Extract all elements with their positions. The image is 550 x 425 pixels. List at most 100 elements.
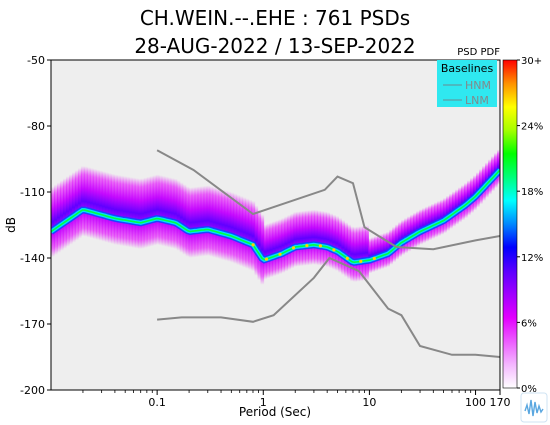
baseline-curves xyxy=(156,149,500,358)
x-tick-label: 10 xyxy=(362,396,376,409)
psd-density-strip xyxy=(254,205,259,276)
psd-density-strip xyxy=(194,186,199,258)
psd-density-strip xyxy=(53,184,58,255)
psd-density-strip xyxy=(332,214,336,270)
colorbar-tick-label: 24% xyxy=(521,122,543,133)
psd-density-strip xyxy=(224,190,229,261)
psd-density-strip xyxy=(203,185,208,257)
psd-density-strip xyxy=(137,178,142,249)
psd-density-strip xyxy=(122,176,127,247)
psd-peak-mark xyxy=(332,248,336,252)
psd-density-strip xyxy=(98,170,103,241)
psd-density-strip xyxy=(62,178,67,249)
psd-density-strip xyxy=(233,193,238,264)
psd-density-strip xyxy=(293,211,298,267)
plot-frame xyxy=(50,59,501,391)
psd-density-strip xyxy=(146,176,151,248)
psd-density-strip xyxy=(365,225,369,281)
psd-density-strip xyxy=(404,218,408,254)
psd-density-strip xyxy=(329,213,333,269)
psd-density-strip xyxy=(434,202,438,238)
psd-density-strip xyxy=(263,224,268,280)
psd-density-strip xyxy=(296,211,301,267)
psd-density-strip xyxy=(164,176,169,247)
psd-density-strip xyxy=(371,237,375,273)
legend-entry-lnm: LNM xyxy=(465,94,489,107)
baselines-legend: Baselines HNM LNM xyxy=(437,60,497,107)
psd-density-strip xyxy=(227,191,232,262)
psd-density-strip xyxy=(431,203,435,239)
psd-density-strip xyxy=(275,220,280,276)
psd-density-strip xyxy=(119,175,124,246)
psd-density-strip xyxy=(425,206,429,242)
psd-density-strip xyxy=(368,238,372,274)
psd-density-strip xyxy=(347,224,351,280)
psd-density-strip xyxy=(440,199,444,235)
psd-density-strip xyxy=(272,221,277,277)
psd-density-strip xyxy=(68,174,73,245)
psd-density-strip xyxy=(89,167,94,239)
psd-density-strip xyxy=(86,167,91,238)
psd-density-strip xyxy=(134,178,139,249)
x-axis-label: Period (Sec) xyxy=(239,405,311,419)
psd-density-strip xyxy=(158,175,163,246)
colorbar-tick-label: 0% xyxy=(521,384,537,395)
legend-title: Baselines xyxy=(441,62,494,75)
y-tick-label: -140 xyxy=(20,252,45,265)
colorbar-title: PSD PDF xyxy=(457,47,500,58)
x-axis: 0.1 1 10 100 170 xyxy=(82,390,511,409)
psd-density-strip xyxy=(56,182,61,253)
psd-density-strip xyxy=(407,216,411,252)
psd-density-strip xyxy=(176,180,181,251)
legend-entry-hnm: HNM xyxy=(465,79,491,92)
psd-density-strip xyxy=(113,174,118,245)
psd-density-strip xyxy=(410,214,414,250)
psd-density-strip xyxy=(290,213,295,269)
psd-density-strip xyxy=(278,219,283,275)
psd-density-strip xyxy=(221,189,226,261)
psd-density-strip xyxy=(248,199,253,271)
psd-density-strip xyxy=(185,186,190,257)
y-tick-label: -50 xyxy=(27,54,45,67)
psd-density-strip xyxy=(419,209,423,245)
psd-density-strip xyxy=(338,217,342,273)
psd-density-strip xyxy=(83,166,88,237)
psd-density-strip xyxy=(353,226,357,282)
psd-density-strip xyxy=(212,187,217,258)
psd-density-strip xyxy=(140,178,145,249)
psd-density-strip xyxy=(230,192,235,263)
colorbar-ticks: 0% 6% 12% 18% 24% 30+ xyxy=(517,56,543,395)
psd-density-strip xyxy=(209,186,214,257)
colorbar-tick-label: 18% xyxy=(521,187,543,198)
psd-density-strip xyxy=(110,173,115,245)
psd-density-strip xyxy=(125,176,130,247)
psd-peak-mark xyxy=(372,256,376,261)
psd-density-strip xyxy=(401,219,405,255)
psd-density-strip xyxy=(413,212,417,248)
psd-density-strip xyxy=(149,175,154,247)
colorbar-tick-label: 6% xyxy=(521,318,537,329)
psd-density-strip xyxy=(257,209,262,281)
psd-density-strip xyxy=(101,171,106,242)
psd-peak-mark xyxy=(345,256,349,260)
psd-density-strip xyxy=(341,220,345,276)
x-tick-label: 170 xyxy=(490,396,511,409)
psd-density-strip xyxy=(320,210,324,266)
psd-density-strip xyxy=(317,210,321,266)
psd-density-strip xyxy=(191,187,196,258)
y-axis: -200 -170 -140 -110 -80 -50 xyxy=(20,54,51,397)
psd-density-strip xyxy=(350,226,354,282)
psd-density-strip xyxy=(131,177,136,248)
colorbar xyxy=(502,59,518,389)
psd-ridge-core xyxy=(51,169,500,264)
psd-density-strip xyxy=(323,211,327,267)
psd-density-strip xyxy=(74,170,79,241)
psd-density-strip xyxy=(206,185,211,256)
psd-density-strip xyxy=(311,209,316,265)
psd-density-strip xyxy=(239,195,244,267)
psd-density-strip xyxy=(335,215,339,271)
psd-density-strip xyxy=(305,210,310,266)
x-tick-label: 0.1 xyxy=(148,396,166,409)
psd-density-strip xyxy=(326,212,330,268)
